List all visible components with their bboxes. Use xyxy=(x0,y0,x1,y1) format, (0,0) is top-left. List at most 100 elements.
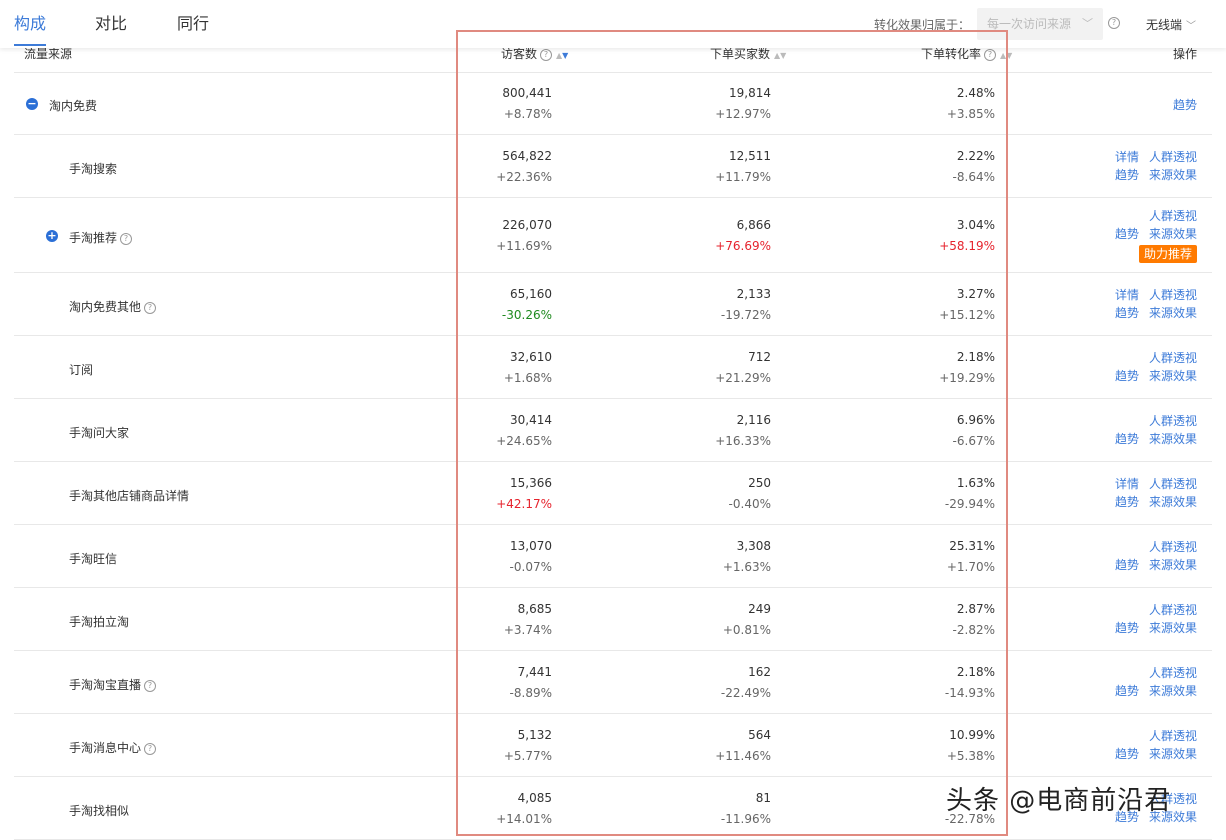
crowd-link[interactable]: 人群透视 xyxy=(1148,351,1197,365)
source-name: 淘内免费 xyxy=(49,97,97,114)
trend-link[interactable]: 趋势 xyxy=(1114,369,1139,383)
conversion-change: +19.29% xyxy=(939,371,995,385)
visitors-change: +24.65% xyxy=(496,434,552,448)
table-row: 手淘淘宝直播? 7,441 -8.89% 162 -22.49% 2.18% -… xyxy=(14,651,1212,714)
conversion-value: 10.99% xyxy=(949,728,995,742)
source-effect-link[interactable]: 来源效果 xyxy=(1148,495,1197,509)
help-icon[interactable]: ? xyxy=(144,743,157,755)
visitors-change: +22.36% xyxy=(496,170,552,184)
trend-link[interactable]: 趋势 xyxy=(1114,306,1139,320)
buyers-change: -19.72% xyxy=(720,308,771,322)
buyers-change: +11.46% xyxy=(715,749,771,763)
source-effect-link[interactable]: 来源效果 xyxy=(1148,558,1197,572)
crowd-link[interactable]: 人群透视 xyxy=(1148,540,1197,554)
source-effect-link[interactable]: 来源效果 xyxy=(1148,168,1197,182)
source-effect-link[interactable]: 来源效果 xyxy=(1148,432,1197,446)
collapse-icon[interactable]: − xyxy=(26,97,38,110)
source-name: 手淘旺信 xyxy=(69,550,117,567)
trend-link[interactable]: 趋势 xyxy=(1114,747,1139,761)
source-effect-link[interactable]: 来源效果 xyxy=(1148,810,1197,824)
buyers-cell: 12,511 +11.79% xyxy=(715,148,771,185)
source-effect-link[interactable]: 来源效果 xyxy=(1148,369,1197,383)
source-label: 手淘找相似 xyxy=(69,804,130,818)
conversion-change: -6.67% xyxy=(952,434,995,448)
tab-peers[interactable]: 同行 xyxy=(177,14,210,33)
expand-icon[interactable]: + xyxy=(46,229,58,242)
visitors-change: +8.78% xyxy=(503,107,552,121)
visitors-value: 8,685 xyxy=(517,602,552,616)
source-name: 手淘找相似 xyxy=(69,802,129,819)
device-select[interactable]: 无线端 ﹀ xyxy=(1146,16,1196,33)
crowd-link[interactable]: 人群透视 xyxy=(1148,209,1197,223)
help-icon[interactable]: ? xyxy=(540,49,553,61)
source-label: 手淘推荐 xyxy=(69,231,118,245)
crowd-link[interactable]: 人群透视 xyxy=(1148,792,1197,806)
trend-link[interactable]: 趋势 xyxy=(1114,432,1139,446)
col-buyers[interactable]: 下单买家数 ▲▼ xyxy=(710,48,786,60)
trend-link[interactable]: 趋势 xyxy=(1114,810,1139,824)
source-label: 手淘淘宝直播 xyxy=(69,678,142,692)
crowd-link[interactable]: 人群透视 xyxy=(1148,603,1197,617)
buyers-cell: 564 +11.46% xyxy=(715,727,771,764)
visitors-cell: 30,414 +24.65% xyxy=(496,412,552,449)
crowd-link[interactable]: 人群透视 xyxy=(1148,477,1197,491)
buyers-change: +1.63% xyxy=(722,560,771,574)
visitors-cell: 7,441 -8.89% xyxy=(510,664,552,701)
trend-link[interactable]: 趋势 xyxy=(1114,168,1139,182)
crowd-link[interactable]: 人群透视 xyxy=(1148,288,1197,302)
tab-bar: 构成 对比 同行 转化效果归属于： 每一次访问来源 ﹀ ? 无线端 ﹀ xyxy=(0,0,1226,48)
boost-button[interactable]: 助力推荐 xyxy=(1138,245,1197,263)
help-icon[interactable]: ? xyxy=(984,49,997,61)
row-actions: 人群透视 趋势 来源效果 xyxy=(1115,602,1197,638)
sort-icon[interactable]: ▲▼ xyxy=(1000,51,1013,60)
buyers-value: 564 xyxy=(748,728,771,742)
sort-icon[interactable]: ▲▼ xyxy=(556,51,569,60)
source-effect-link[interactable]: 来源效果 xyxy=(1148,306,1197,320)
help-icon[interactable]: ? xyxy=(120,233,133,245)
trend-link[interactable]: 趋势 xyxy=(1114,495,1139,509)
table-header: 流量来源 访客数? ▲▼ 下单买家数 ▲▼ 下单转化率? ▲▼ 操作 xyxy=(14,48,1212,73)
crowd-link[interactable]: 人群透视 xyxy=(1148,150,1197,164)
buyers-cell: 2,116 +16.33% xyxy=(715,412,771,449)
buyers-change: +12.97% xyxy=(715,107,771,121)
crowd-link[interactable]: 人群透视 xyxy=(1148,729,1197,743)
help-icon[interactable]: ? xyxy=(1108,17,1120,29)
col-conversion[interactable]: 下单转化率? ▲▼ xyxy=(921,48,1012,61)
source-name: 手淘其他店铺商品详情 xyxy=(69,487,189,504)
attribution-select[interactable]: 每一次访问来源 ﹀ xyxy=(977,8,1103,40)
conversion-value: 25.31% xyxy=(949,539,995,553)
trend-link[interactable]: 趋势 xyxy=(1114,227,1139,241)
sort-icon[interactable]: ▲▼ xyxy=(774,51,787,60)
visitors-cell: 226,070 +11.69% xyxy=(496,217,552,254)
tab-composition[interactable]: 构成 xyxy=(14,12,47,46)
detail-link[interactable]: 详情 xyxy=(1114,150,1139,164)
trend-link[interactable]: 趋势 xyxy=(1114,558,1139,572)
tab-compare[interactable]: 对比 xyxy=(95,14,128,33)
source-effect-link[interactable]: 来源效果 xyxy=(1148,684,1197,698)
detail-link[interactable]: 详情 xyxy=(1114,288,1139,302)
col-visitors[interactable]: 访客数? ▲▼ xyxy=(501,48,568,61)
trend-link[interactable]: 趋势 xyxy=(1114,684,1139,698)
conversion-value: 3.04% xyxy=(956,218,995,232)
row-actions: 人群透视 趋势 来源效果 xyxy=(1115,350,1197,386)
crowd-link[interactable]: 人群透视 xyxy=(1148,666,1197,680)
source-effect-link[interactable]: 来源效果 xyxy=(1148,227,1197,241)
buyers-cell: 249 +0.81% xyxy=(723,601,771,638)
help-icon[interactable]: ? xyxy=(144,302,157,314)
visitors-change: -0.07% xyxy=(509,560,552,574)
source-effect-link[interactable]: 来源效果 xyxy=(1148,621,1197,635)
help-icon[interactable]: ? xyxy=(144,680,157,692)
conversion-change: +1.70% xyxy=(946,560,995,574)
conversion-change: -29.94% xyxy=(944,497,995,511)
crowd-link[interactable]: 人群透视 xyxy=(1148,414,1197,428)
table-row: 手淘搜索 564,822 +22.36% 12,511 +11.79% 2.22… xyxy=(14,135,1212,198)
visitors-value: 32,610 xyxy=(510,350,552,364)
visitors-change: +42.17% xyxy=(496,497,552,511)
buyers-value: 162 xyxy=(748,665,771,679)
table-row: − 淘内免费 800,441 +8.78% 19,814 +12.97% 2.48… xyxy=(14,72,1212,135)
trend-link[interactable]: 趋势 xyxy=(1172,98,1197,112)
row-actions: 人群透视 趋势 来源效果 xyxy=(1115,665,1197,701)
trend-link[interactable]: 趋势 xyxy=(1114,621,1139,635)
detail-link[interactable]: 详情 xyxy=(1114,477,1139,491)
source-effect-link[interactable]: 来源效果 xyxy=(1148,747,1197,761)
